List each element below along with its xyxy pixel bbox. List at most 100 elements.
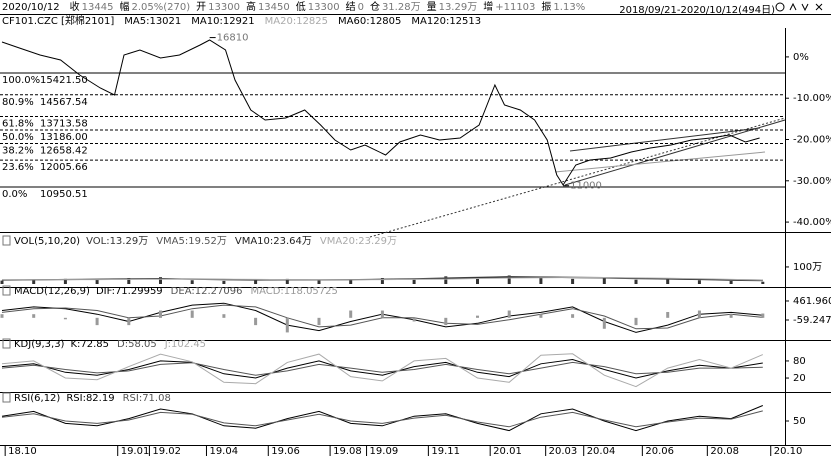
series-line	[1, 405, 763, 432]
fib-level-label: 100.0%	[2, 75, 40, 86]
x-tick-label: 19.11	[431, 446, 460, 457]
legend-entry: VOL:13.29万	[86, 236, 148, 247]
help-icon	[2, 338, 11, 349]
quote-label: 幅	[119, 2, 130, 13]
bar	[285, 278, 289, 284]
quote-value: 0	[357, 2, 364, 13]
ma-label: MA5:13021	[124, 16, 182, 27]
bar	[729, 280, 733, 284]
x-tick-label: 19.08	[333, 446, 362, 457]
quote-value: 13300	[307, 2, 340, 13]
ma-label: MA120:12513	[411, 16, 482, 27]
annotation: 16810	[217, 33, 249, 44]
x-tick-label: 20.08	[710, 446, 739, 457]
bar	[507, 310, 511, 318]
y-tick-label: 0%	[793, 52, 809, 63]
quote-label: 高	[245, 2, 256, 13]
y-tick-label: 461.9605	[793, 296, 831, 307]
bar	[412, 317, 416, 322]
bar	[507, 275, 511, 284]
bar	[602, 317, 606, 329]
bar	[634, 279, 638, 284]
y-tick-label: -59.24750	[793, 315, 831, 326]
legend-entry: J:102.45	[164, 339, 206, 350]
close-icon[interactable]	[815, 3, 823, 11]
y-tick-label: -10.00%	[793, 93, 831, 104]
bar	[444, 317, 448, 326]
bar	[602, 277, 606, 284]
bar	[476, 315, 480, 318]
bar	[761, 281, 765, 284]
x-tick-label: 20.04	[587, 446, 616, 457]
fib-level-label: 23.6%	[2, 162, 34, 173]
bar	[412, 278, 416, 284]
fib-price-label: 12005.66	[40, 162, 88, 173]
bar	[317, 280, 321, 284]
trend-line	[569, 127, 761, 152]
panel-title: KDJ(9,3,3)	[14, 339, 65, 350]
quote-value: 13.29万	[438, 2, 478, 13]
quote-label: 收	[69, 2, 80, 13]
x-tick-label: 20.03	[549, 446, 578, 457]
fib-level-label: 50.0%	[2, 132, 34, 143]
panel-title: VOL(5,10,20)	[14, 236, 80, 247]
legend-entry: RSI:71.08	[123, 393, 171, 404]
fib-price-label: 12658.42	[40, 145, 88, 156]
x-tick-label: 18.10	[8, 446, 37, 457]
series-line	[1, 361, 763, 376]
legend-entry: VMA10:23.64万	[235, 236, 312, 247]
bar	[32, 314, 36, 318]
x-tick-label: 19.02	[152, 446, 181, 457]
bar	[159, 277, 163, 284]
quote-label: 开	[196, 2, 207, 13]
y-tick-label: 100万	[793, 262, 822, 273]
quote-value: 13445	[81, 2, 114, 13]
x-tick-label: 19.01	[121, 446, 150, 457]
fib-price-label: 13186.00	[40, 132, 88, 143]
quote-value: 31.28万	[381, 2, 421, 13]
annotation: 11000	[570, 181, 602, 192]
bar	[666, 279, 670, 284]
bar	[254, 317, 258, 326]
bar	[127, 317, 131, 326]
bar	[634, 317, 638, 326]
fib-price-label: 13713.58	[40, 119, 88, 130]
bar	[539, 314, 543, 318]
quote-label: 低	[295, 2, 306, 13]
legend-entry: K:72.85	[70, 339, 109, 350]
date-range[interactable]: 2018/09/21-2020/10/12(494日)	[619, 5, 775, 16]
fib-level-label: 38.2%	[2, 145, 34, 156]
bar	[380, 278, 384, 284]
ma-row: CF101.CZC [郑棉2101] MA5:13021 MA10:12921 MA2…	[2, 15, 491, 28]
fib-price-label: 14567.54	[40, 97, 88, 108]
trend-line	[554, 151, 766, 173]
help-icon	[2, 235, 11, 246]
bar	[285, 317, 289, 333]
bar	[539, 278, 543, 284]
zoom-icon[interactable]	[775, 2, 785, 12]
quote-value: +11103	[495, 2, 536, 13]
frame	[0, 14, 831, 446]
down-icon[interactable]	[801, 3, 809, 12]
fib-level-label: 80.9%	[2, 97, 34, 108]
bar	[32, 279, 36, 284]
up-icon[interactable]	[789, 2, 797, 11]
bar	[222, 314, 226, 318]
toolbar-icons[interactable]	[775, 2, 823, 12]
bar	[380, 310, 384, 318]
bar	[729, 314, 733, 318]
panel-title: MACD(12,26,9)	[14, 286, 90, 297]
bar	[95, 317, 99, 326]
y-tick-label: 80	[793, 356, 806, 367]
bar	[571, 314, 575, 318]
bar	[95, 279, 99, 284]
help-icon	[2, 285, 11, 296]
y-tick-label: 20	[793, 373, 806, 384]
x-tick-label: 20.10	[774, 446, 803, 457]
quote-value: 1.13%	[553, 2, 586, 13]
trend-line	[564, 119, 786, 186]
series-line	[1, 358, 763, 379]
